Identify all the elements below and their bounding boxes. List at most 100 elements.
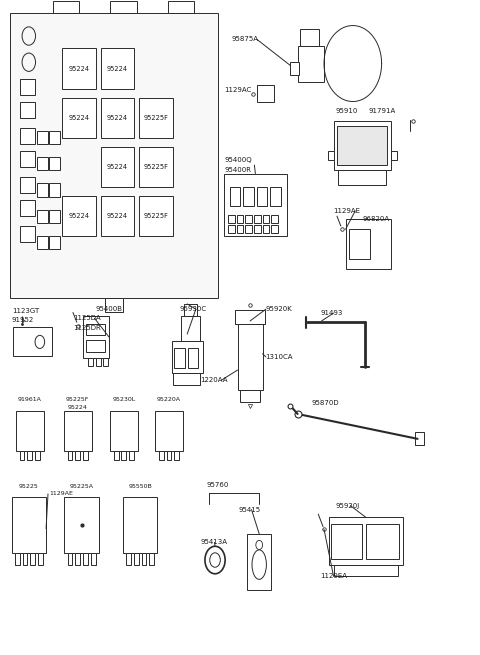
Bar [20,226,35,242]
Bar [110,411,138,451]
Text: 91952: 91952 [12,317,34,324]
Bar [49,236,60,249]
Bar [121,451,126,460]
Bar [68,553,72,565]
Bar [75,451,80,460]
Bar [298,46,324,82]
Bar [263,215,269,223]
Bar [271,225,278,233]
Text: 91791A: 91791A [369,108,396,115]
Bar [155,411,183,451]
Bar [331,524,362,559]
Bar [106,298,123,312]
Bar [20,151,35,167]
Bar [237,225,243,233]
Bar [49,157,60,170]
Bar [228,225,235,233]
Text: 95225A: 95225A [70,483,94,489]
Text: 95400R: 95400R [225,167,252,174]
Text: 1310CA: 1310CA [265,354,293,360]
Bar [174,348,185,368]
Bar [23,553,27,565]
Bar [337,126,387,165]
Bar [174,451,179,460]
Bar [20,177,35,193]
Bar [366,524,399,559]
Bar [240,390,260,402]
Bar [27,451,32,460]
Bar [62,98,96,138]
Bar [101,48,134,89]
Text: 1123GT: 1123GT [12,308,39,314]
Bar [134,553,139,565]
Text: 95920J: 95920J [336,502,360,509]
Bar [415,432,424,445]
Bar [263,225,269,233]
Bar [346,219,391,269]
Bar [181,316,200,341]
Text: 95224: 95224 [107,213,128,219]
Text: 95224: 95224 [107,66,128,72]
Bar [188,348,198,368]
Bar [254,215,261,223]
Bar [53,1,79,13]
Bar [30,553,35,565]
Bar [101,196,134,236]
Text: 95225F: 95225F [66,397,89,402]
Text: 95400B: 95400B [96,306,123,312]
Bar [20,79,35,95]
Bar [13,327,52,356]
Bar [142,553,146,565]
Bar [101,147,134,187]
Bar [290,62,299,75]
Bar [300,29,319,46]
Text: 95224: 95224 [69,213,90,219]
Text: 95224: 95224 [68,405,88,410]
Bar [35,451,40,460]
Text: 95220A: 95220A [157,397,181,402]
Bar [349,229,370,259]
Text: 95910: 95910 [336,108,359,115]
Text: 95760: 95760 [206,481,229,488]
Bar [20,451,24,460]
Text: 1129AC: 1129AC [225,87,252,94]
Text: 95225F: 95225F [144,213,168,219]
Text: 95224: 95224 [69,115,90,121]
Bar [238,324,263,390]
Bar [139,98,173,138]
Bar [75,553,80,565]
Bar [149,553,154,565]
Bar [86,340,105,352]
Text: 1129EA: 1129EA [321,573,348,580]
Text: 95225F: 95225F [144,164,168,170]
Bar [329,517,403,565]
Bar [126,553,131,565]
Bar [110,1,137,13]
Bar [49,131,60,144]
Bar [167,451,171,460]
Text: 1129AE: 1129AE [334,208,360,214]
Bar [101,98,134,138]
Text: 96820A: 96820A [363,216,390,223]
Bar [96,358,101,366]
Bar [230,187,240,206]
Bar [16,411,44,451]
Bar [86,324,105,335]
Text: 95930C: 95930C [180,306,207,312]
Text: 1129AE: 1129AE [49,491,73,496]
Bar [257,187,267,206]
Bar [270,187,281,206]
Bar [254,225,261,233]
Bar [172,341,203,373]
Text: 95230L: 95230L [112,397,135,402]
Text: 95875A: 95875A [231,36,258,43]
Bar [228,215,235,223]
Text: 95224: 95224 [107,164,128,170]
Text: 95224: 95224 [107,115,128,121]
Bar [338,170,386,185]
Bar [328,151,334,160]
Text: 95225F: 95225F [144,115,168,121]
Bar [257,85,274,102]
Bar [334,121,391,170]
Bar [68,451,72,460]
